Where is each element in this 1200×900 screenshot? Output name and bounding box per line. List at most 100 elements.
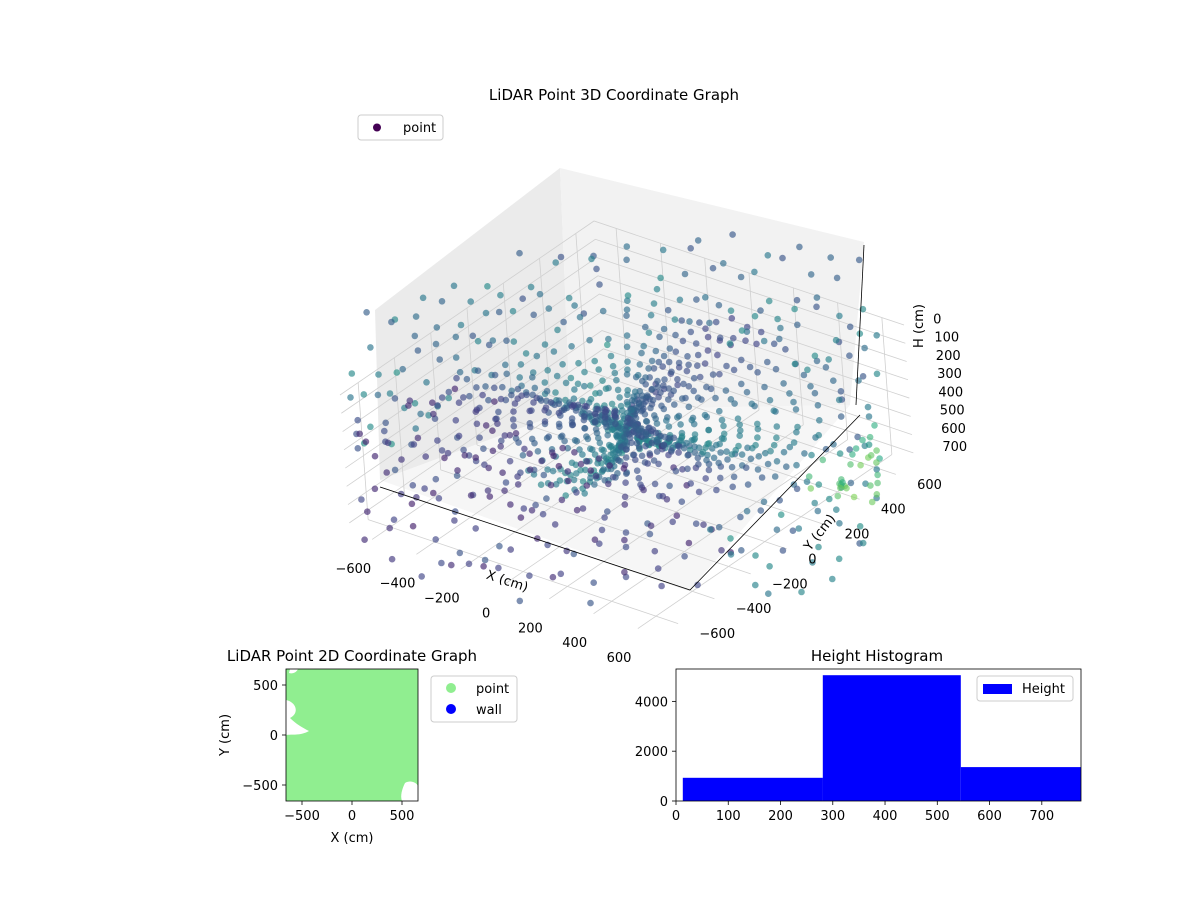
data-point-3d bbox=[807, 485, 815, 492]
data-point-3d bbox=[552, 259, 559, 266]
data-point-3d bbox=[623, 343, 631, 351]
data-point-3d bbox=[706, 319, 713, 327]
data-point-3d bbox=[482, 383, 489, 390]
data-point-3d bbox=[764, 358, 771, 366]
data-point-3d bbox=[595, 366, 602, 373]
data-point-3d bbox=[371, 485, 379, 493]
y-tick-label-2d: −500 bbox=[242, 779, 278, 794]
data-point-3d bbox=[543, 495, 550, 502]
data-point-3d bbox=[417, 410, 424, 418]
data-point-3d bbox=[528, 507, 536, 514]
data-point-3d bbox=[491, 398, 498, 405]
x-tick-label-histogram: 0 bbox=[672, 809, 680, 824]
scatter-2d-chart: LiDAR Point 2D Coordinate Graph −500 0 500… bbox=[218, 647, 518, 846]
data-point-3d bbox=[434, 402, 441, 409]
data-point-3d bbox=[410, 441, 418, 448]
data-point-3d bbox=[773, 434, 780, 442]
grid-line-x bbox=[748, 272, 760, 411]
data-point-3d bbox=[652, 347, 660, 355]
data-point-3d bbox=[761, 383, 768, 391]
data-point-3d bbox=[623, 256, 630, 264]
data-point-3d bbox=[730, 366, 738, 374]
data-point-3d bbox=[510, 408, 517, 415]
data-point-3d bbox=[646, 530, 654, 538]
data-point-3d bbox=[501, 432, 509, 439]
data-point-3d bbox=[455, 432, 463, 440]
data-point-3d bbox=[642, 374, 649, 381]
grid-line-y bbox=[394, 357, 405, 495]
data-point-3d bbox=[630, 451, 638, 459]
data-point-3d bbox=[671, 316, 679, 323]
data-point-3d bbox=[617, 402, 625, 410]
data-point-3d bbox=[684, 465, 691, 473]
data-point-3d bbox=[444, 449, 452, 457]
data-point-3d bbox=[843, 484, 850, 492]
z-axis-line bbox=[855, 244, 865, 406]
data-point-3d bbox=[804, 366, 811, 374]
legend-label-height: Height bbox=[1022, 682, 1065, 697]
data-point-3d bbox=[558, 496, 566, 504]
data-point-3d bbox=[577, 460, 585, 468]
data-point-3d bbox=[551, 521, 559, 528]
data-point-3d bbox=[722, 387, 730, 394]
data-point-3d bbox=[764, 460, 772, 468]
data-point-3d bbox=[714, 351, 721, 359]
data-point-3d bbox=[514, 395, 521, 403]
data-point-3d bbox=[674, 376, 681, 383]
data-point-3d bbox=[701, 360, 709, 367]
data-point-3d bbox=[687, 480, 694, 487]
data-point-3d bbox=[762, 449, 769, 457]
y-ticks-3d: −600−400−2000 200 400 600 bbox=[699, 478, 942, 642]
z-tick-label-3d: 600 bbox=[941, 422, 966, 437]
data-point-3d bbox=[371, 452, 379, 460]
data-point-3d bbox=[561, 437, 568, 445]
data-point-3d bbox=[678, 433, 686, 440]
data-point-3d bbox=[593, 265, 600, 273]
data-point-3d bbox=[663, 417, 670, 424]
data-point-3d bbox=[587, 467, 595, 474]
data-point-3d bbox=[642, 442, 649, 450]
data-point-3d bbox=[654, 565, 662, 572]
data-point-3d bbox=[567, 374, 575, 382]
data-point-3d bbox=[792, 406, 800, 413]
data-point-3d bbox=[737, 513, 744, 521]
data-point-3d bbox=[495, 408, 502, 416]
data-point-3d bbox=[463, 375, 471, 383]
data-point-3d bbox=[418, 573, 426, 580]
data-point-3d bbox=[609, 362, 617, 370]
data-point-3d bbox=[657, 274, 664, 282]
data-point-3d bbox=[631, 423, 638, 430]
data-point-3d bbox=[614, 434, 621, 441]
data-point-3d bbox=[642, 417, 650, 425]
data-point-3d bbox=[805, 473, 813, 480]
data-point-3d bbox=[832, 336, 840, 344]
data-point-3d bbox=[621, 568, 628, 576]
data-point-3d bbox=[780, 380, 787, 387]
data-point-3d bbox=[596, 439, 604, 447]
data-point-3d bbox=[598, 526, 606, 534]
data-point-3d bbox=[549, 573, 557, 581]
data-point-3d bbox=[693, 296, 700, 303]
data-point-3d bbox=[813, 303, 820, 311]
data-point-3d bbox=[674, 381, 681, 389]
data-point-3d bbox=[405, 402, 412, 409]
data-point-3d bbox=[503, 337, 510, 345]
data-point-3d bbox=[742, 337, 749, 345]
data-point-3d bbox=[453, 374, 460, 382]
data-point-3d bbox=[691, 431, 699, 438]
data-point-3d bbox=[752, 552, 759, 559]
data-point-3d bbox=[621, 501, 629, 508]
data-point-3d bbox=[694, 351, 702, 359]
data-point-3d bbox=[436, 356, 444, 363]
data-point-3d bbox=[857, 461, 864, 469]
data-point-3d bbox=[783, 463, 790, 471]
data-point-3d bbox=[730, 473, 738, 481]
data-point-3d bbox=[381, 427, 388, 435]
x-tick-label-histogram: 200 bbox=[768, 809, 793, 824]
data-point-3d bbox=[654, 377, 661, 385]
data-point-3d bbox=[640, 486, 647, 494]
data-point-3d bbox=[868, 498, 876, 506]
data-point-3d bbox=[658, 402, 665, 410]
data-point-3d bbox=[758, 474, 766, 481]
data-point-3d bbox=[726, 340, 734, 347]
